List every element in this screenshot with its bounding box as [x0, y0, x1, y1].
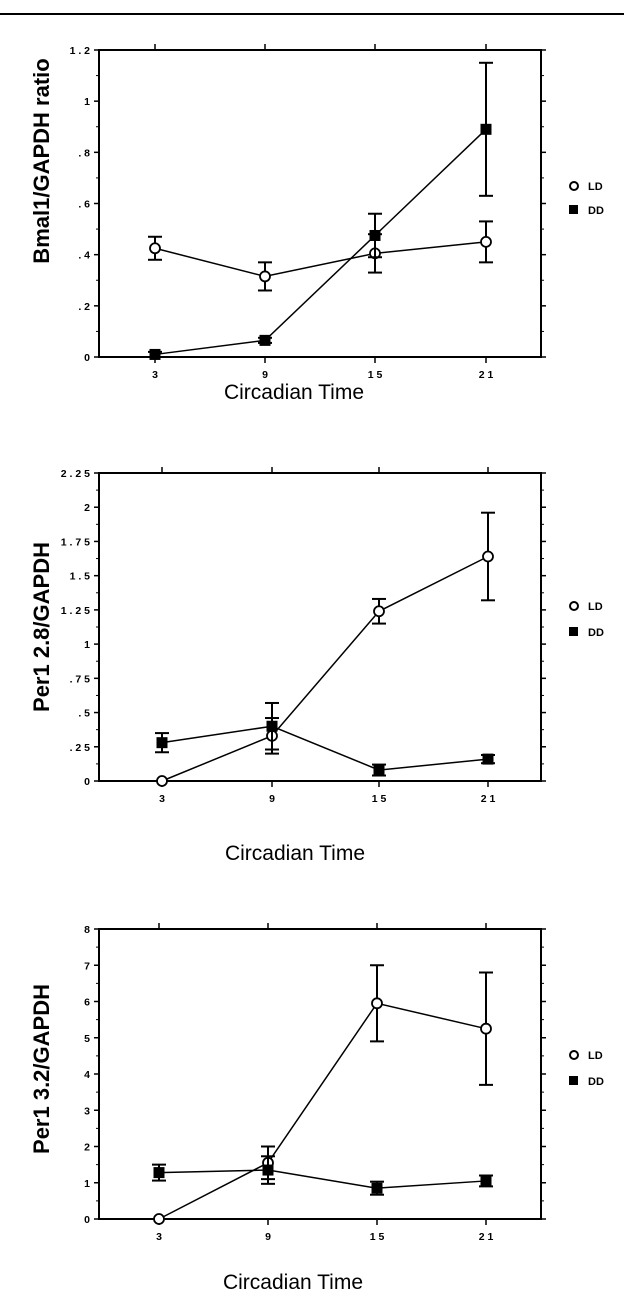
- legend-dd-marker: [569, 627, 578, 636]
- series-dd-point: [482, 753, 494, 765]
- y-tick-label: 1 . 7 5: [61, 536, 90, 548]
- series-ld-point: [156, 775, 168, 787]
- series-dd-line: [161, 725, 489, 771]
- series-ld-point: [371, 997, 383, 1010]
- x-tick-label: 2 1: [479, 369, 494, 381]
- y-tick-label: 1: [84, 96, 90, 108]
- legend-ld-marker: [569, 181, 579, 191]
- y-tick-label: . 8: [78, 147, 90, 159]
- y-tick-label: . 7 5: [70, 673, 91, 685]
- x-tick-label: 9: [262, 369, 268, 381]
- series-dd-point: [259, 334, 271, 346]
- y-axis-label: Per1 2.8/GAPDH: [29, 542, 54, 712]
- y-tick-label: 5: [84, 1033, 90, 1045]
- y-tick-label: . 4: [78, 250, 90, 262]
- y-tick-label: 0: [84, 352, 90, 364]
- x-tick-label: 1 5: [368, 369, 383, 381]
- series-dd-line: [158, 1169, 487, 1189]
- panel-per1-3-2: Per1 3.2/GAPDH Circadian Time LD DD 0 1 2 3…: [29, 923, 604, 1294]
- legend: LD DD: [569, 181, 604, 217]
- series-dd-point: [371, 1182, 383, 1194]
- y-tick-label: . 6: [78, 199, 90, 211]
- series-ld-point: [482, 550, 494, 563]
- series-ld-line: [158, 1002, 487, 1220]
- legend-ld-label: LD: [588, 601, 603, 613]
- x-axis-label: Circadian Time: [225, 842, 365, 865]
- y-tick-label: 1 . 5: [70, 571, 91, 583]
- x-tick-label: 2 1: [481, 793, 496, 805]
- y-tick-label: 7: [84, 960, 90, 972]
- y-tick-label: 4: [84, 1069, 90, 1081]
- x-tick-label: 1 5: [372, 793, 387, 805]
- series-dd-point: [373, 764, 385, 776]
- plot-area: 0 . 2 . 4 . 6 . 8 1 1 . 2 3 9 1 5 2 1: [70, 44, 546, 381]
- series-ld-point: [480, 235, 492, 248]
- y-tick-label: 3: [84, 1105, 90, 1117]
- legend-dd-label: DD: [588, 627, 604, 639]
- y-tick-label: 0: [84, 1214, 90, 1226]
- panel-bmal1: Bmal1/GAPDH ratio Circadian Time LD DD 0…: [29, 44, 604, 404]
- series-dd-point: [149, 348, 161, 360]
- x-axis-label: Circadian Time: [224, 381, 364, 404]
- panel-per1-2-8: Per1 2.8/GAPDH Circadian Time LD DD 0 . 2…: [29, 467, 604, 865]
- series-dd-point: [156, 737, 168, 749]
- legend-dd-marker: [569, 205, 578, 214]
- y-tick-label: 1: [84, 639, 90, 651]
- y-tick-label: 0: [84, 776, 90, 788]
- y-tick-label: 8: [84, 924, 90, 936]
- y-tick-label: 1 . 2: [70, 45, 91, 57]
- series-ld-line: [154, 241, 487, 278]
- y-tick-label: 1 . 2 5: [61, 605, 90, 617]
- series-ld-point: [259, 270, 271, 283]
- y-tick-label: . 5: [78, 708, 90, 720]
- x-tick-label: 3: [152, 369, 158, 381]
- x-tick-label: 3: [156, 1231, 162, 1243]
- series-ld-point: [480, 1022, 492, 1035]
- series-dd-line: [154, 128, 487, 356]
- legend-ld-label: LD: [588, 1050, 603, 1062]
- legend-ld-label: LD: [588, 181, 603, 193]
- y-axis-label: Per1 3.2/GAPDH: [29, 984, 54, 1154]
- plot-frame: [98, 928, 542, 1220]
- y-tick-label: 2 . 2 5: [61, 468, 90, 480]
- y-tick-label: 6: [84, 997, 90, 1009]
- plot-frame: [98, 472, 542, 782]
- plot-area: 0 . 2 5 . 5 . 7 5 1 1 . 2 5 1 . 5 1 . 7 5 2 2 . 2…: [61, 467, 546, 805]
- series-ld-point: [153, 1213, 165, 1225]
- legend-dd-label: DD: [588, 205, 604, 217]
- legend: LD DD: [569, 1050, 604, 1088]
- y-tick-label: . 2 5: [70, 742, 91, 754]
- y-tick-label: 2: [84, 1142, 90, 1154]
- series-dd-point: [369, 229, 381, 241]
- series-ld-line: [161, 555, 489, 782]
- series-dd-point: [480, 123, 492, 135]
- plot-area: 0 1 2 3 4 5 6 7 8 3 9 1 5 2 1: [84, 923, 546, 1243]
- series-ld-point: [149, 242, 161, 255]
- legend-dd-marker: [569, 1076, 578, 1085]
- series-dd-point: [262, 1164, 274, 1176]
- x-tick-label: 1 5: [370, 1231, 385, 1243]
- series-dd-point: [480, 1175, 492, 1187]
- x-tick-label: 3: [159, 793, 165, 805]
- series-ld-point: [373, 605, 385, 618]
- x-tick-label: 9: [265, 1231, 271, 1243]
- y-tick-label: . 2: [78, 301, 90, 313]
- x-tick-label: 9: [269, 793, 275, 805]
- series-dd-point: [266, 720, 278, 732]
- y-tick-label: 1: [84, 1178, 90, 1190]
- series-dd-point: [153, 1167, 165, 1179]
- y-tick-label: 2: [84, 502, 90, 514]
- plot-frame: [98, 49, 542, 358]
- y-axis-label: Bmal1/GAPDH ratio: [29, 58, 54, 263]
- legend-dd-label: DD: [588, 1076, 604, 1088]
- legend: LD DD: [569, 601, 604, 639]
- legend-ld-marker: [569, 601, 579, 611]
- legend-ld-marker: [569, 1050, 579, 1060]
- x-axis-label: Circadian Time: [223, 1271, 363, 1294]
- x-tick-label: 2 1: [479, 1231, 494, 1243]
